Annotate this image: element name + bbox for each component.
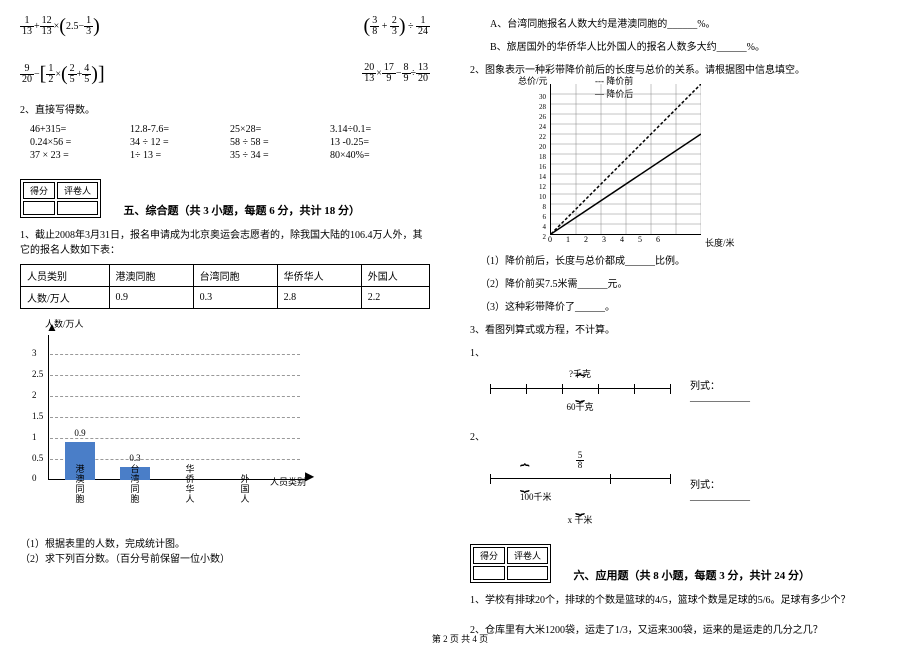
bar-chart: 3 2.5 2 1.5 1 0.5 0 ▲ ▶ 0.9 0.3 港澳同胞 台湾同… (50, 330, 330, 500)
calc-cell: 1÷ 13 = (130, 150, 230, 161)
graph-y-label: 总价/元 (518, 74, 548, 87)
calc-cell: 0.24×56 = (30, 137, 130, 148)
calc-cell: 34 ÷ 12 = (130, 137, 230, 148)
page-footer: 第 2 页 共 4 页 (0, 632, 920, 645)
page-root: 113+1213×(2.5−13) (38 + 23) ÷ 124 920−[1… (0, 0, 920, 650)
right-column: A、台湾同胞报名人数大约是港澳同胞的______%。 B、旅居国外的华侨华人比外… (450, 0, 900, 650)
td: 2.8 (277, 287, 361, 309)
ytick: 0 (32, 473, 37, 483)
calc-cell: 37 × 23 = (30, 150, 130, 161)
calc-cell: 3.14÷0.1= (330, 124, 430, 135)
d2-bottom: x 千米 (490, 513, 670, 526)
xcat: 港澳同胞 (65, 465, 95, 505)
calc-grid: 46+315=12.8-7.6=25×28=3.14÷0.1= 0.24×56 … (20, 124, 430, 161)
q3: 3、看图列算式或方程，不计算。 (470, 321, 880, 336)
s5-q1-text: 1、截止2008年3月31日，报名申请成为北京奥运会志愿者的，除我国大陆的106… (20, 226, 430, 256)
score-box-2: 得分评卷人 (470, 544, 551, 583)
xcat: 外国人 (230, 475, 260, 505)
section5-header: 得分评卷人 五、综合题（共 3 小题，每题 6 分，共计 18 分） (20, 179, 430, 218)
reviewer-label: 评卷人 (507, 547, 548, 564)
bar-label: 0.9 (65, 428, 95, 438)
q2-sub2: （2）降价前买7.5米需______元。 (470, 275, 880, 290)
xcat: 台湾同胞 (120, 465, 150, 505)
d2-right: 列式：____________ (690, 476, 750, 502)
ytick: 0.5 (32, 453, 43, 463)
td: 0.3 (193, 287, 277, 309)
ytick: 2 (32, 390, 37, 400)
q2-title: 2、直接写得数。 (20, 101, 430, 116)
q2-sub3: （3）这种彩带降价了______。 (470, 298, 880, 313)
volunteer-table: 人员类别港澳同胞台湾同胞华侨华人外国人 人数/万人0.90.32.82.2 (20, 264, 430, 309)
calc-cell: 25×28= (230, 124, 330, 135)
td: 0.9 (109, 287, 193, 309)
xcat: 华侨华人 (175, 465, 205, 505)
reviewer-label: 评卷人 (57, 182, 98, 199)
th: 人员类别 (21, 265, 110, 287)
calc-cell: 46+315= (30, 124, 130, 135)
th: 港澳同胞 (109, 265, 193, 287)
qB: B、旅居国外的华侨华人比外国人的报名人数多大约______%。 (470, 38, 880, 53)
price-graph (550, 84, 701, 235)
score-box: 得分评卷人 (20, 179, 101, 218)
diagram-2: 58 ⏞ ⏟ 100千米 ⏟ x 千米 列式：____________ (490, 451, 750, 526)
s5-sub1: （1）根据表里的人数，完成统计图。 (20, 535, 430, 550)
d1-bottom: 60千克 (490, 400, 670, 413)
s6-q1: 1、学校有排球20个，排球的个数是篮球的4/5，篮球个数是足球的5/6。足球有多… (470, 591, 880, 606)
th: 外国人 (361, 265, 429, 287)
td: 人数/万人 (21, 287, 110, 309)
price-graph-area: 总价/元 --- 降价前— 降价后 3028262422201816141210… (510, 84, 880, 244)
ytick: 1.5 (32, 411, 43, 421)
graph-x-label: 长度/米 (705, 236, 735, 249)
th: 台湾同胞 (193, 265, 277, 287)
d1-right: 列式：____________ (690, 377, 750, 403)
section5-title: 五、综合题（共 3 小题，每题 6 分，共计 18 分） (124, 205, 361, 217)
th: 华侨华人 (277, 265, 361, 287)
calc-cell: 35 ÷ 34 = (230, 150, 330, 161)
calc-cell: 58 ÷ 58 = (230, 137, 330, 148)
diagram-1: ?千克 ⏞ ⏟ 60千克 列式：____________ (490, 367, 750, 413)
left-column: 113+1213×(2.5−13) (38 + 23) ÷ 124 920−[1… (0, 0, 450, 650)
ytick: 3 (32, 348, 37, 358)
bar-label: 0.3 (120, 453, 150, 463)
s5-sub2: （2）求下列百分数。（百分号前保留一位小数） (20, 550, 430, 565)
qA: A、台湾同胞报名人数大约是港澳同胞的______%。 (470, 15, 880, 30)
y-ticks: 30282624222018161412108642 (532, 92, 546, 242)
section6-header: 得分评卷人 六、应用题（共 8 小题，每题 3 分，共计 24 分） (470, 544, 880, 583)
q2-sub1: （1）降价前后，长度与总价都成______比例。 (470, 252, 880, 267)
ytick: 2.5 (32, 369, 43, 379)
formula-row-2: 920−[12×(25+45)] 2013×179−89÷1320 (20, 63, 430, 86)
formula-row-1: 113+1213×(2.5−13) (38 + 23) ÷ 124 (20, 15, 430, 38)
calc-cell: 13 -0.25= (330, 137, 430, 148)
calc-cell: 80×40%= (330, 150, 430, 161)
score-label: 得分 (473, 547, 505, 564)
score-label: 得分 (23, 182, 55, 199)
calc-cell: 12.8-7.6= (130, 124, 230, 135)
ytick: 1 (32, 432, 37, 442)
chart-y-label: 人数/万人 (45, 317, 430, 330)
chart-x-label: 人员类别 (270, 475, 306, 488)
section6-title: 六、应用题（共 8 小题，每题 3 分，共计 24 分） (574, 570, 811, 582)
q3-1-label: 1、 (470, 344, 880, 359)
q3-2-label: 2、 (470, 428, 880, 443)
td: 2.2 (361, 287, 429, 309)
